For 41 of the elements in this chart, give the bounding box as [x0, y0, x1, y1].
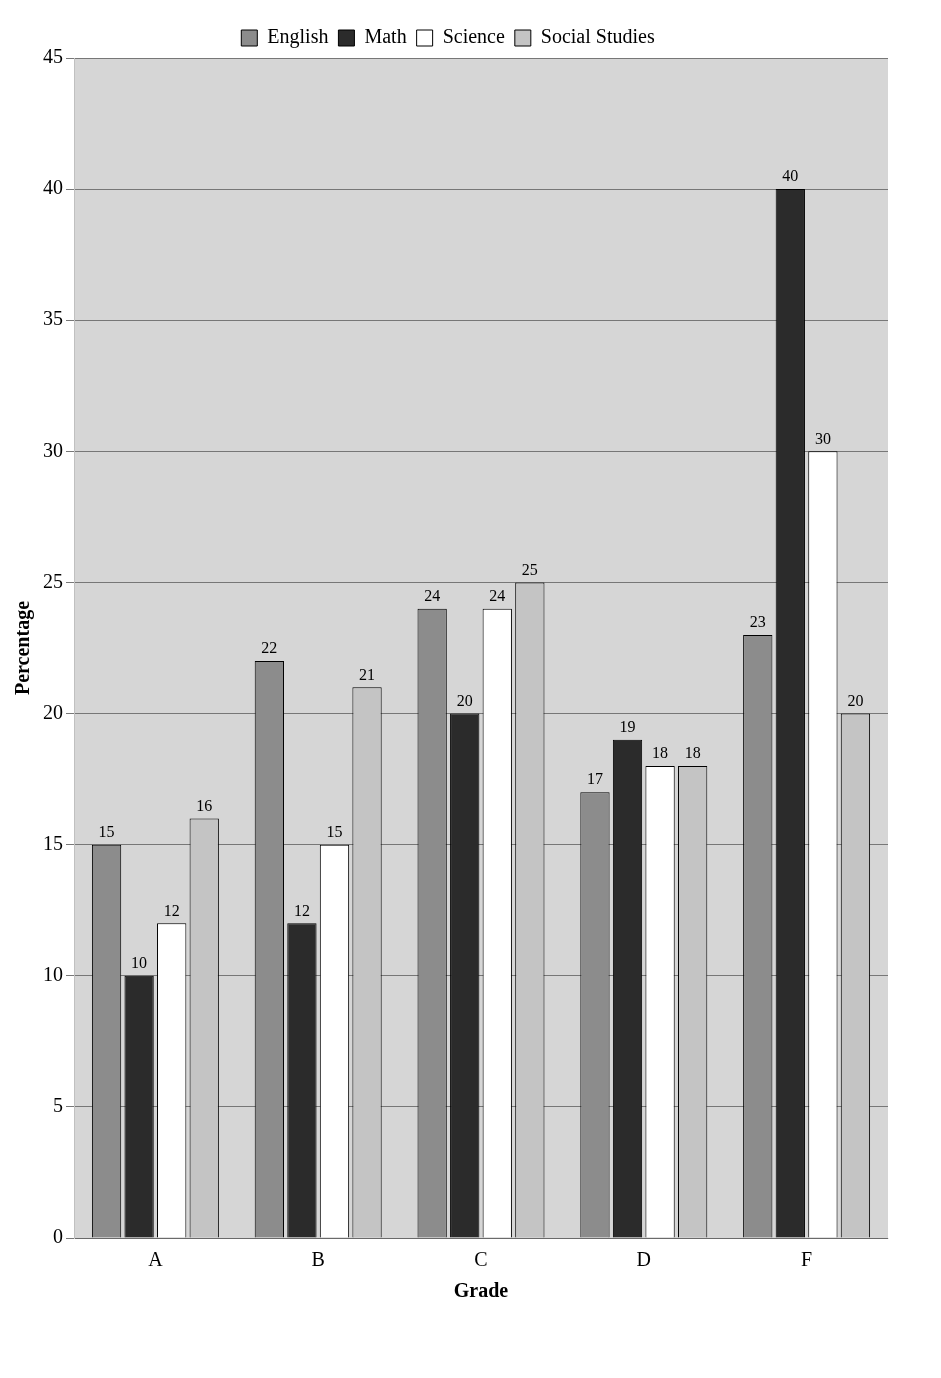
- y-tick-label: 5: [53, 1094, 63, 1117]
- data-label: 18: [652, 744, 669, 762]
- data-label: 24: [489, 586, 506, 604]
- data-label: 15: [98, 822, 115, 840]
- data-label: 16: [196, 796, 213, 814]
- x-tick-label: B: [311, 1248, 325, 1271]
- data-label: 12: [293, 901, 310, 919]
- data-label: 40: [782, 167, 799, 185]
- data-label: 25: [521, 560, 538, 578]
- legend-label: Math: [364, 25, 407, 48]
- data-label: 20: [847, 691, 864, 709]
- data-label: 20: [456, 691, 473, 709]
- data-label: 22: [261, 639, 278, 657]
- x-tick-label: A: [148, 1248, 164, 1271]
- legend-label: English: [267, 25, 329, 49]
- data-label: 17: [586, 770, 603, 788]
- data-label: 15: [326, 822, 343, 840]
- y-tick-label: 15: [43, 831, 63, 854]
- y-axis-title: Percentage: [11, 600, 35, 696]
- data-label: 24: [424, 586, 441, 604]
- y-tick-label: 30: [43, 438, 63, 461]
- data-label: 23: [749, 613, 766, 631]
- data-label: 30: [814, 429, 831, 447]
- legend-label: Science: [442, 25, 505, 48]
- data-label: 21: [359, 665, 376, 683]
- x-tick-label: C: [474, 1248, 488, 1271]
- y-tick-label: 10: [43, 963, 63, 986]
- y-tick-label: 25: [43, 569, 63, 592]
- x-axis-title: Grade: [453, 1279, 509, 1302]
- y-tick-label: 40: [43, 176, 63, 199]
- y-tick-label: 20: [43, 700, 63, 723]
- data-label: 19: [619, 717, 636, 735]
- y-tick-label: 0: [53, 1225, 63, 1248]
- y-tick-label: 45: [43, 45, 63, 68]
- data-label: 18: [684, 744, 701, 762]
- legend-label: Social Studies: [540, 25, 655, 48]
- x-tick-label: D: [636, 1248, 652, 1271]
- data-label: 12: [163, 901, 180, 919]
- x-tick-label: F: [801, 1248, 813, 1271]
- y-tick-label: 35: [43, 307, 63, 330]
- data-label: 10: [131, 953, 148, 971]
